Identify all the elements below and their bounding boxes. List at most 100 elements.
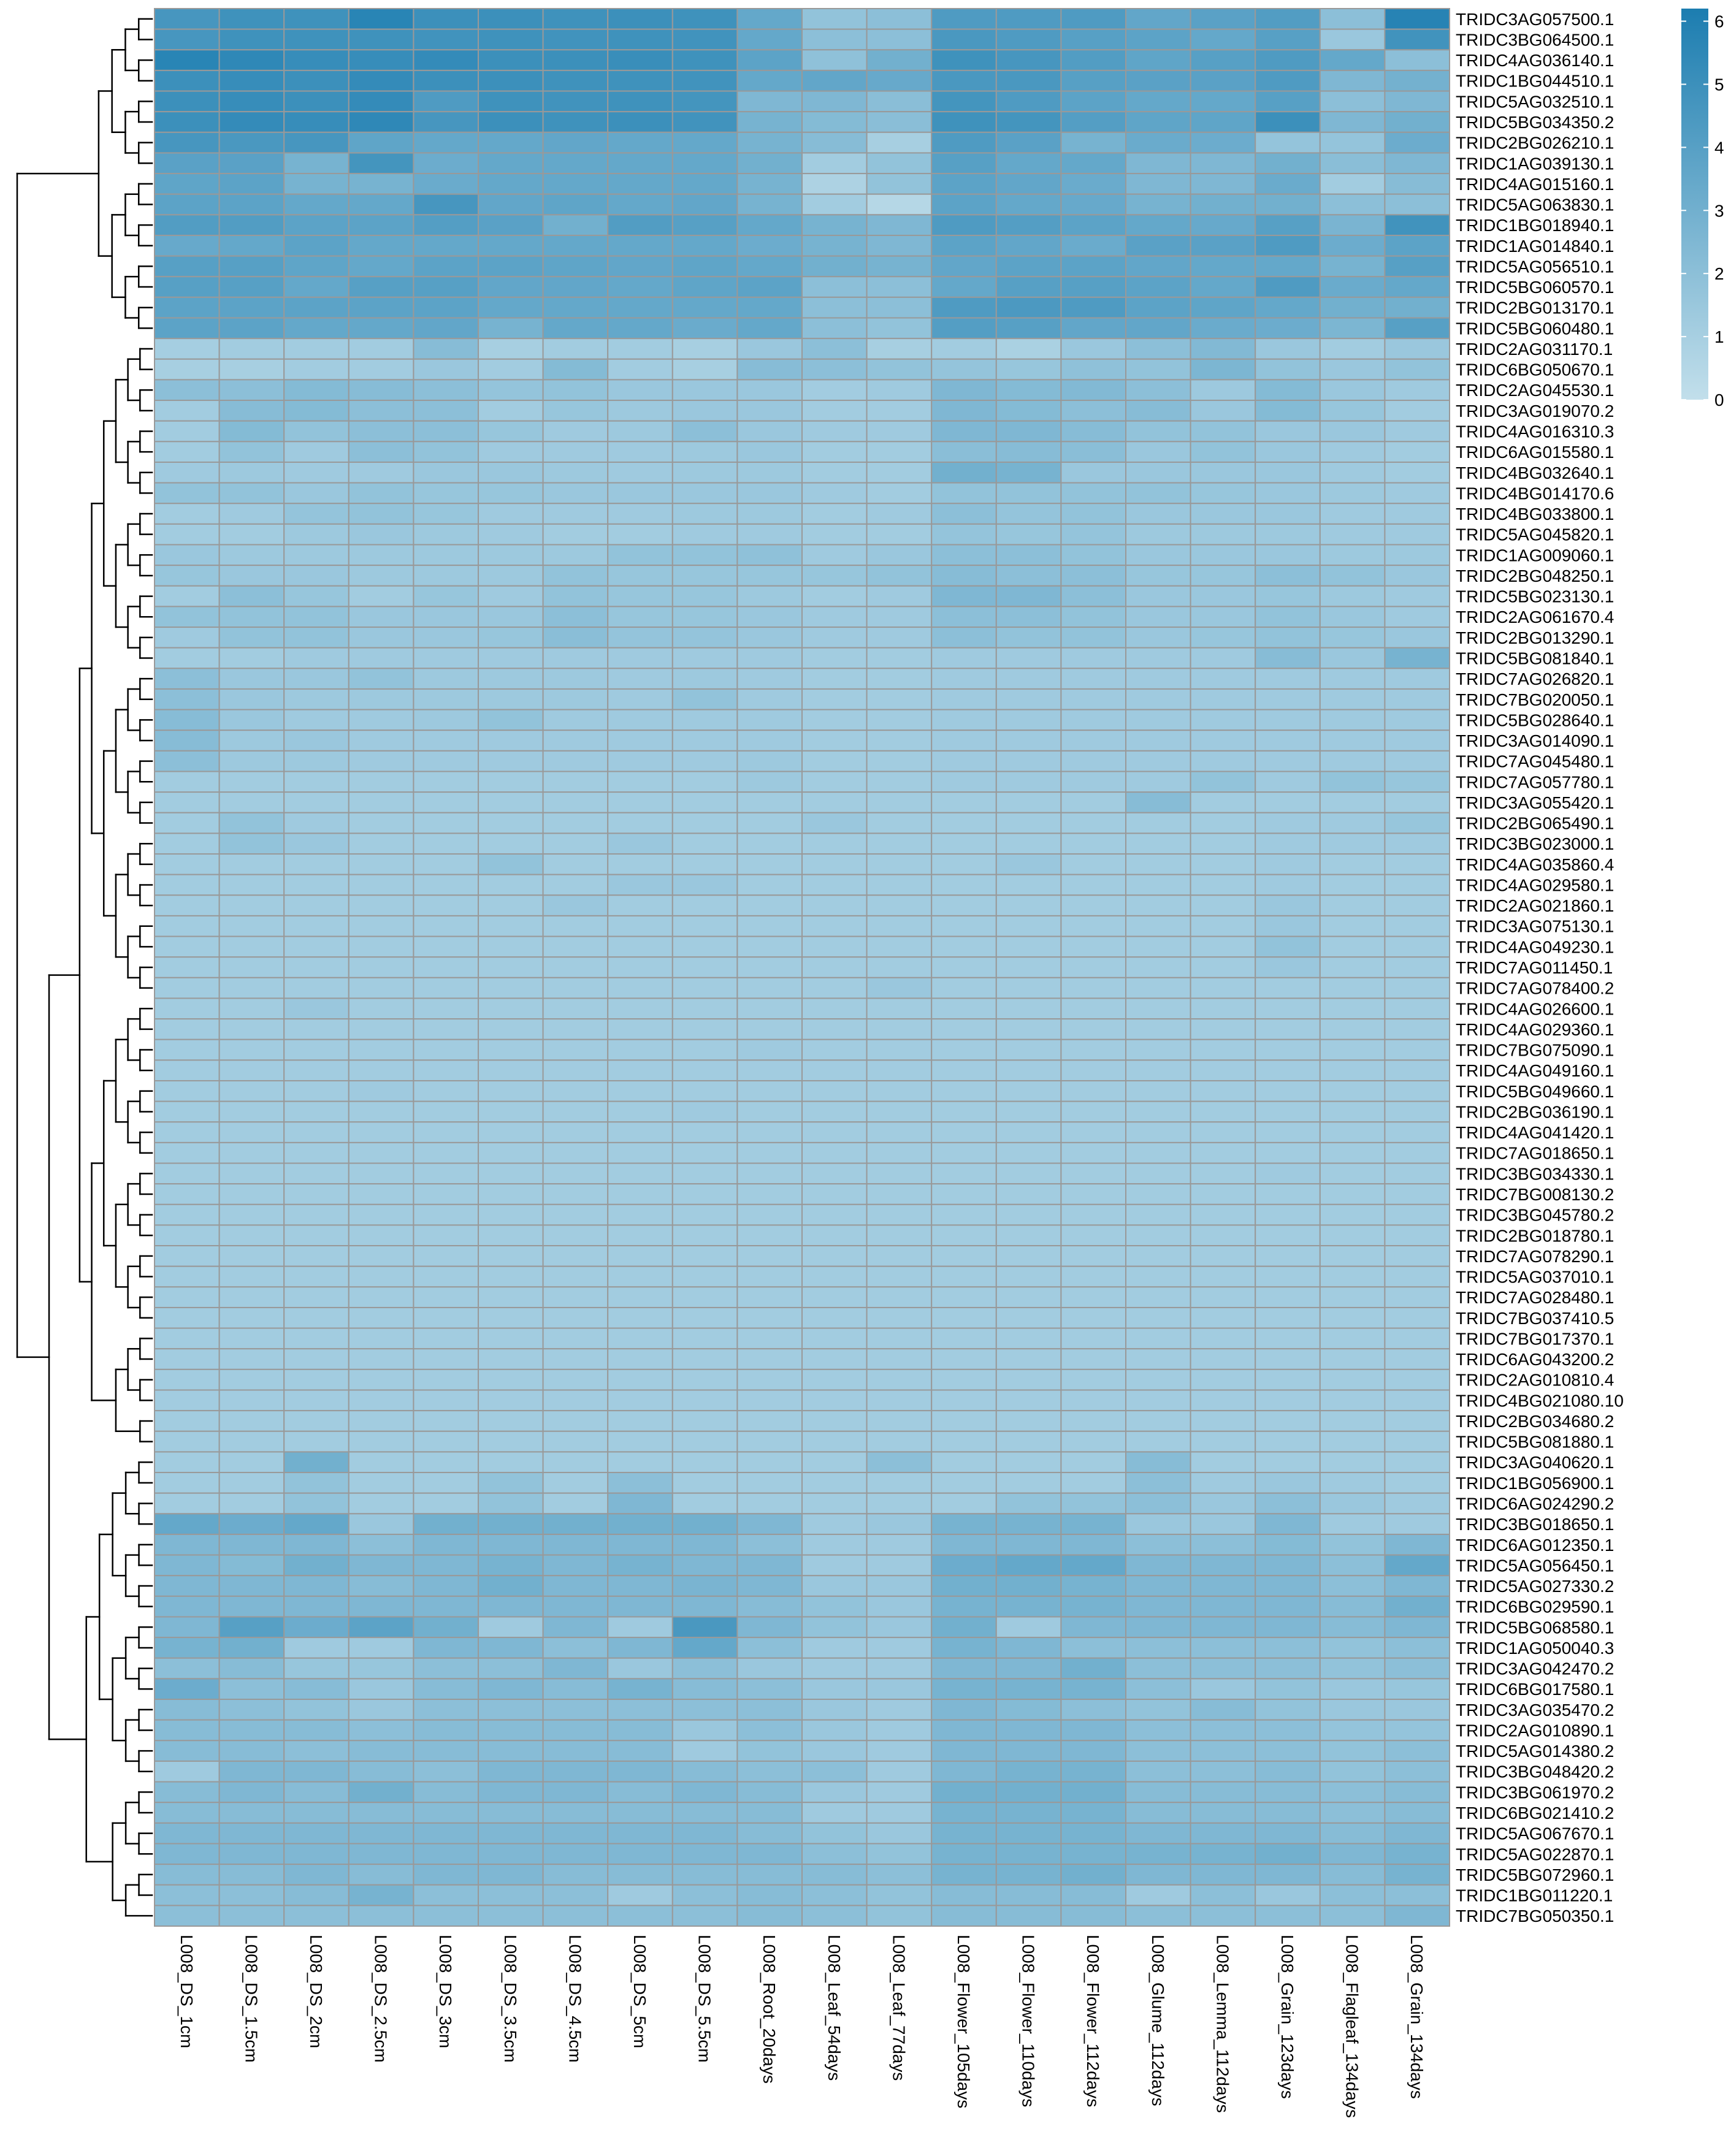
heatmap-cell xyxy=(218,523,285,546)
heatmap-cell xyxy=(1384,358,1450,381)
heatmap-cell xyxy=(931,1368,997,1391)
heatmap-cell xyxy=(671,812,738,834)
heatmap-cell xyxy=(1255,874,1321,896)
heatmap-cell xyxy=(218,152,285,175)
heatmap-cell xyxy=(736,234,803,257)
heatmap-cell xyxy=(218,1100,285,1123)
heatmap-cell xyxy=(283,627,350,649)
heatmap-cell xyxy=(348,69,415,92)
heatmap-cell xyxy=(542,1905,609,1927)
heatmap-cell xyxy=(218,1348,285,1370)
heatmap-cell xyxy=(607,173,673,195)
heatmap-cell xyxy=(348,1533,415,1556)
heatmap-cell xyxy=(1190,69,1256,92)
heatmap-cell xyxy=(931,1389,997,1412)
row-label: TRIDC7AG078290.1 xyxy=(1456,1247,1614,1266)
heatmap-cell xyxy=(413,1080,480,1102)
row-label: TRIDC1AG050040.3 xyxy=(1456,1639,1614,1658)
heatmap-cell xyxy=(1384,1492,1450,1515)
heatmap-cell xyxy=(348,1059,415,1081)
heatmap-cell xyxy=(413,729,480,752)
heatmap-cell xyxy=(1319,956,1386,978)
heatmap-cell xyxy=(1384,523,1450,546)
heatmap-cell xyxy=(1060,688,1127,710)
heatmap-cell xyxy=(348,1843,415,1865)
heatmap-cell xyxy=(413,482,480,505)
column-label: L008_DS_1cm xyxy=(177,1935,196,2048)
heatmap-cell xyxy=(154,255,220,278)
row-label: TRIDC3AG075130.1 xyxy=(1456,917,1614,936)
heatmap-cell xyxy=(1190,1472,1256,1494)
heatmap-cell xyxy=(607,935,673,958)
heatmap-cell xyxy=(866,565,933,587)
heatmap-cell xyxy=(1190,276,1256,298)
heatmap-cell xyxy=(1255,915,1321,937)
heatmap-cell xyxy=(1255,565,1321,587)
heatmap-cell xyxy=(866,420,933,443)
row-label: TRIDC7BG037410.5 xyxy=(1456,1309,1614,1328)
heatmap-cell xyxy=(801,1843,868,1865)
legend-color-bar xyxy=(1681,9,1708,400)
heatmap-cell xyxy=(1060,1905,1127,1927)
heatmap-cell xyxy=(931,234,997,257)
heatmap-cell xyxy=(478,750,544,772)
heatmap-cell xyxy=(1384,771,1450,793)
heatmap-cell xyxy=(413,1760,480,1783)
heatmap-cell xyxy=(154,1121,220,1143)
heatmap-cell xyxy=(1190,1637,1256,1659)
heatmap-cell xyxy=(866,1575,933,1597)
row-label: TRIDC3AG057500.1 xyxy=(1456,10,1614,29)
heatmap-cell xyxy=(348,379,415,402)
heatmap-cell xyxy=(671,750,738,772)
heatmap-cell xyxy=(1125,1183,1191,1205)
heatmap-cell xyxy=(1319,420,1386,443)
heatmap-cell xyxy=(154,1843,220,1865)
heatmap-cell xyxy=(801,894,868,916)
heatmap-cell xyxy=(1384,1657,1450,1680)
heatmap-cell xyxy=(542,874,609,896)
heatmap-cell xyxy=(1125,1760,1191,1783)
heatmap-cell xyxy=(413,90,480,113)
heatmap-cell xyxy=(736,296,803,319)
column-label: L008_Lemma_112days xyxy=(1213,1935,1232,2113)
heatmap-cell xyxy=(866,523,933,546)
heatmap-cell xyxy=(671,585,738,608)
heatmap-cell xyxy=(283,131,350,154)
heatmap-cell xyxy=(736,1389,803,1412)
heatmap-cell xyxy=(1319,1595,1386,1618)
heatmap-cell xyxy=(671,296,738,319)
legend-tick-label: 5 xyxy=(1714,75,1724,94)
heatmap-cell xyxy=(478,1492,544,1515)
heatmap-cell xyxy=(736,935,803,958)
heatmap-cell xyxy=(1319,1410,1386,1432)
heatmap-cell xyxy=(154,997,220,1020)
heatmap-cell xyxy=(1190,1410,1256,1432)
heatmap-cell xyxy=(1319,482,1386,505)
heatmap-cell xyxy=(348,152,415,175)
row-label: TRIDC7AG057780.1 xyxy=(1456,772,1614,791)
heatmap-cell xyxy=(995,28,1062,51)
heatmap-cell xyxy=(801,1678,868,1701)
heatmap-cell xyxy=(283,1822,350,1845)
heatmap-cell xyxy=(931,977,997,999)
heatmap-cell xyxy=(542,729,609,752)
heatmap-cell xyxy=(931,255,997,278)
heatmap-cell xyxy=(348,1802,415,1824)
heatmap-cell xyxy=(1125,812,1191,834)
heatmap-cell xyxy=(218,915,285,937)
heatmap-cell xyxy=(154,1822,220,1845)
heatmap-cell xyxy=(1060,1203,1127,1226)
heatmap-cell xyxy=(478,1802,544,1824)
heatmap-cell xyxy=(478,1472,544,1494)
heatmap-cell xyxy=(1384,585,1450,608)
heatmap-cell xyxy=(995,1492,1062,1515)
heatmap-cell xyxy=(995,1410,1062,1432)
heatmap-cell xyxy=(283,935,350,958)
heatmap-cell xyxy=(1060,1760,1127,1783)
heatmap-cell xyxy=(478,1616,544,1639)
heatmap-cell xyxy=(1255,1286,1321,1308)
heatmap-cell xyxy=(413,1678,480,1701)
heatmap-cell xyxy=(283,915,350,937)
heatmap-cell xyxy=(542,1822,609,1845)
heatmap-cell xyxy=(413,750,480,772)
